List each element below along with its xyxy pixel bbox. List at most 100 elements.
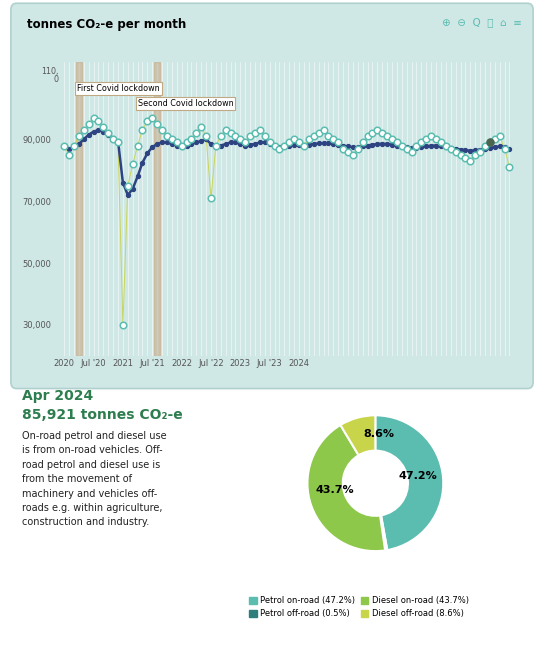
Point [221,139,230,150]
Point [505,144,514,154]
Text: 0: 0 [53,74,58,84]
Point [153,119,162,129]
Point [447,144,455,154]
Point [378,128,387,138]
Point [94,116,103,126]
Point [471,145,480,155]
Point [212,142,220,152]
Point [471,150,480,160]
Point [123,190,132,200]
Point [256,125,264,135]
Point [427,131,436,142]
Point [94,125,103,135]
Point [265,137,274,148]
Point [60,140,69,151]
Point [354,142,362,152]
Point [412,142,421,153]
Point [187,139,196,150]
Point [89,127,98,137]
Point [182,137,191,148]
Point [133,171,142,182]
Point [344,141,353,151]
Point [319,138,328,148]
Point [358,137,367,148]
Point [481,140,490,151]
Point [60,140,69,151]
Point [466,146,475,156]
Point [403,142,411,152]
Point [280,140,289,151]
Point [84,129,93,140]
Point [427,140,436,151]
Point [363,140,372,151]
Point [79,134,88,144]
Point [329,134,338,144]
Point [212,140,220,151]
Point [138,125,147,135]
Point [99,121,108,132]
Point [280,141,289,151]
Point [373,139,382,150]
Wedge shape [341,415,375,455]
Text: On-road petrol and diesel use
is from on-road vehicles. Off-
road petrol and die: On-road petrol and diesel use is from on… [22,431,166,528]
Point [447,142,455,153]
Point [202,134,211,144]
Point [270,140,279,151]
Point [417,137,426,148]
Wedge shape [307,425,385,551]
Point [138,157,147,168]
Legend: Petrol on-road (47.2%), Petrol off-road (0.5%), Diesel on-road (43.7%), Diesel o: Petrol on-road (47.2%), Petrol off-road … [246,593,472,622]
Point [442,142,450,152]
Point [452,144,460,154]
Point [109,133,118,143]
Point [89,112,98,123]
Point [168,139,176,150]
Point [84,119,93,129]
Point [481,144,490,154]
Point [163,131,171,142]
Point [461,153,470,163]
Point [197,136,206,146]
Point [202,131,211,142]
Point [422,134,431,144]
Text: Second Covid lockdown: Second Covid lockdown [138,99,233,108]
Point [285,140,294,151]
Point [236,134,245,144]
Point [496,131,504,142]
Point [158,125,166,135]
Point [275,142,284,152]
Point [261,137,269,148]
Point [79,125,88,135]
Point [158,137,166,148]
Point [182,140,191,151]
Point [407,142,416,153]
Point [192,128,201,138]
Point [344,146,353,157]
Point [300,140,308,151]
Point [461,145,470,155]
Point [241,137,250,148]
Point [246,131,255,142]
Point [104,128,113,138]
Point [290,134,299,144]
Point [133,140,142,151]
Point [398,141,406,151]
Point [407,146,416,157]
Point [119,320,127,330]
Text: 47.2%: 47.2% [398,471,437,481]
Point [319,125,328,135]
Point [314,138,323,149]
Text: 85,921 tonnes CO₂-e: 85,921 tonnes CO₂-e [22,408,182,422]
Point [236,139,245,150]
Point [65,150,73,160]
Point [163,137,171,148]
Point [270,140,279,151]
Point [349,142,357,152]
Point [476,144,485,155]
Point [119,178,127,188]
Text: 43.7%: 43.7% [316,485,354,495]
Point [437,137,446,148]
Point [226,128,235,138]
Wedge shape [380,515,387,550]
Point [393,140,401,151]
